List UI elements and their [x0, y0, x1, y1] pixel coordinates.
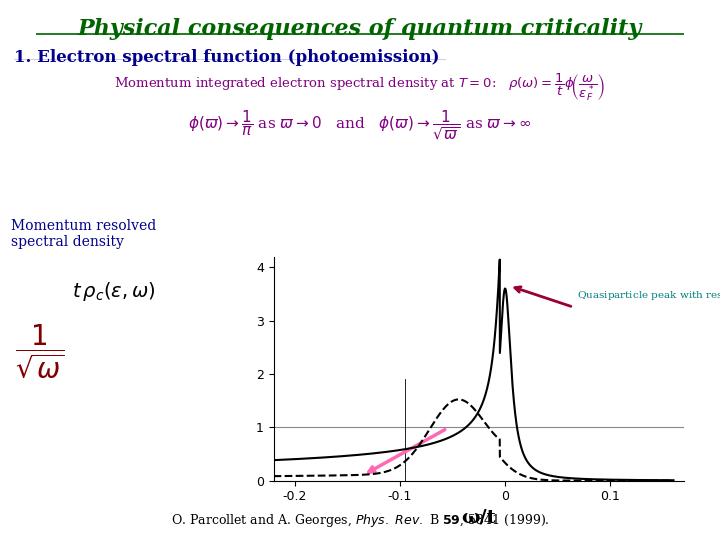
Text: O. Parcollet and A. Georges, $\mathit{Phys.\ Rev.}$ B $\mathbf{59}$, 5341 (1999): O. Parcollet and A. Georges, $\mathit{Ph… [171, 512, 549, 529]
Text: $\phi(\varpi)\to\dfrac{1}{\pi}$ as $\varpi\to 0$   and   $\phi(\varpi)\to\dfrac{: $\phi(\varpi)\to\dfrac{1}{\pi}$ as $\var… [189, 108, 531, 142]
Text: $t\,\rho_c(\varepsilon,\omega)$: $t\,\rho_c(\varepsilon,\omega)$ [72, 280, 156, 303]
X-axis label: ω/t: ω/t [462, 509, 496, 527]
Text: 1. Electron spectral function (photoemission): 1. Electron spectral function (photoemis… [14, 49, 440, 65]
Text: $\dfrac{1}{\sqrt{\omega}}$: $\dfrac{1}{\sqrt{\omega}}$ [14, 322, 65, 380]
Text: Physical consequences of quantum criticality: Physical consequences of quantum critica… [78, 18, 642, 40]
Text: Momentum integrated electron spectral density at $T=0$:   $\rho(\omega)=\dfrac{1: Momentum integrated electron spectral de… [114, 71, 606, 103]
Text: Momentum resolved
spectral density: Momentum resolved spectral density [11, 219, 156, 249]
Text: Quasiparticle peak with residue $Z\sim\dfrac{\delta^2}{\delta^*}$: Quasiparticle peak with residue $Z\sim\d… [577, 282, 720, 309]
